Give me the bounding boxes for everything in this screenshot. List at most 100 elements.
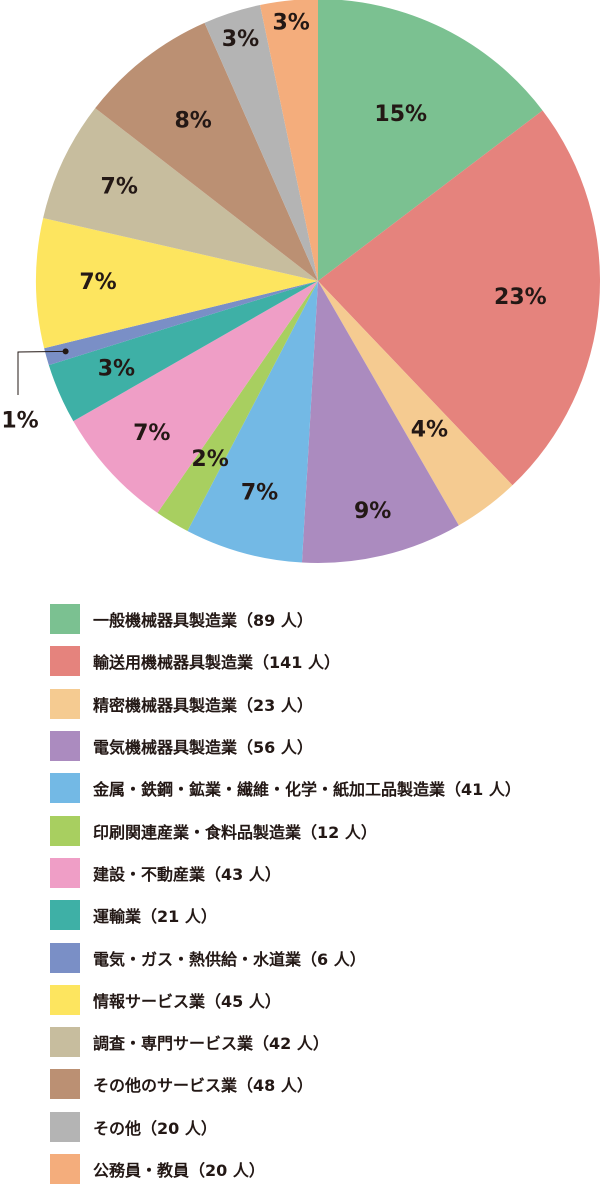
legend-category: その他 — [93, 1118, 142, 1138]
legend-item: 印刷関連産業・食料品製造業（12 人） — [50, 809, 595, 851]
legend-item: その他のサービス業（48 人） — [50, 1063, 595, 1105]
slice-label-2: 23% — [494, 285, 547, 310]
legend-swatch — [50, 1027, 80, 1058]
legend-count: （56 人） — [237, 738, 313, 758]
legend-category: 金属・鉄鋼・鉱業・繊維・化学・紙加工品製造業 — [93, 780, 446, 800]
legend-label: 電気機械器具製造業（56 人） — [93, 734, 313, 758]
legend-swatch — [50, 646, 80, 677]
pie-slice-2 — [318, 110, 600, 486]
pie-slice-8 — [48, 281, 318, 422]
legend-swatch — [50, 984, 80, 1015]
slice-label-9: 1% — [1, 409, 38, 434]
pie-slice-14 — [260, 0, 318, 281]
legend-item: 建設・不動産業（43 人） — [50, 852, 595, 894]
legend-count: （20 人） — [141, 1118, 217, 1138]
legend-label: 印刷関連産業・食料品製造業（12 人） — [93, 819, 377, 843]
legend-count: （21 人） — [141, 907, 217, 927]
legend-swatch — [50, 604, 80, 635]
legend-item: 電気・ガス・熱供給・水道業（6 人） — [50, 936, 595, 978]
legend-item: 公務員・教員（20 人） — [50, 1148, 595, 1190]
legend-count: （20 人） — [189, 1161, 265, 1180]
legend-category: 電気・ガス・熱供給・水道業 — [93, 949, 302, 969]
legend-swatch — [50, 1111, 80, 1142]
pie-slice-3 — [318, 281, 513, 526]
legend-swatch — [50, 731, 80, 762]
legend-label: 情報サービス業（45 人） — [93, 988, 281, 1012]
pie-slice-13 — [204, 5, 318, 282]
pie-slice-10 — [36, 218, 318, 349]
pie-chart: 15% 23% 4% 9% 7% 2% 7% 3% 1% 7% 7% 8% 3% 3% — [1, 0, 600, 563]
slice-label-14: 3% — [273, 10, 310, 35]
slice-label-11: 7% — [101, 174, 138, 199]
slice-label-4: 9% — [354, 499, 391, 524]
pie-slice-7 — [73, 281, 318, 513]
legend-label: 公務員・教員（20 人） — [93, 1157, 265, 1181]
legend-swatch — [50, 1069, 80, 1100]
legend-item: 調査・専門サービス業（42 人） — [50, 1021, 595, 1063]
legend: 一般機械器具製造業（89 人） 輸送用機械器具製造業（141 人） 精密機械器具製造… — [50, 598, 595, 1190]
slice-label-10: 7% — [79, 270, 116, 295]
slice-label-7: 7% — [133, 421, 170, 446]
legend-count: （141 人） — [253, 653, 340, 673]
pie-slice-5 — [187, 281, 318, 563]
legend-count: （6 人） — [301, 949, 366, 969]
pie-slice-11 — [43, 108, 319, 281]
legend-label: 輸送用機械器具製造業（141 人） — [93, 649, 340, 673]
pie-slice-4 — [301, 281, 459, 563]
legend-category: 一般機械器具製造業 — [93, 611, 238, 631]
legend-swatch — [50, 815, 80, 846]
slice-label-12: 8% — [174, 108, 211, 133]
legend-label: 精密機械器具製造業（23 人） — [93, 692, 313, 716]
slice-label-5: 7% — [241, 481, 278, 506]
leader-line — [17, 350, 66, 395]
legend-count: （12 人） — [301, 822, 377, 842]
legend-item: 精密機械器具製造業（23 人） — [50, 683, 595, 725]
legend-category: 電気機械器具製造業 — [93, 738, 238, 758]
slice-label-6: 2% — [191, 447, 228, 472]
legend-count: （48 人） — [237, 1076, 313, 1096]
legend-item: 情報サービス業（45 人） — [50, 979, 595, 1021]
legend-item: 運輸業（21 人） — [50, 894, 595, 936]
legend-category: 情報サービス業 — [93, 991, 206, 1011]
legend-category: 印刷関連産業・食料品製造業 — [93, 822, 302, 842]
legend-count: （43 人） — [205, 864, 281, 884]
slice-label-3: 4% — [411, 418, 448, 443]
legend-category: 運輸業 — [93, 907, 142, 927]
legend-label: 金属・鉄鋼・鉱業・繊維・化学・紙加工品製造業（41 人） — [93, 776, 521, 800]
pie-slice-6 — [157, 281, 318, 531]
legend-item: 金属・鉄鋼・鉱業・繊維・化学・紙加工品製造業（41 人） — [50, 767, 595, 809]
legend-category: その他のサービス業 — [93, 1076, 238, 1096]
legend-swatch — [50, 688, 80, 719]
legend-label: 調査・専門サービス業（42 人） — [93, 1030, 329, 1054]
legend-label: 建設・不動産業（43 人） — [93, 861, 281, 885]
legend-category: 輸送用機械器具製造業 — [93, 653, 254, 673]
legend-count: （89 人） — [237, 611, 313, 631]
legend-item: 電気機械器具製造業（56 人） — [50, 725, 595, 767]
legend-label: その他のサービス業（48 人） — [93, 1072, 313, 1096]
legend-label: 電気・ガス・熱供給・水道業（6 人） — [93, 946, 366, 970]
legend-count: （41 人） — [445, 780, 521, 800]
legend-swatch — [50, 900, 80, 931]
legend-category: 建設・不動産業 — [93, 864, 206, 884]
pie-slice-9 — [44, 281, 318, 366]
legend-count: （45 人） — [205, 991, 281, 1011]
legend-item: その他（20 人） — [50, 1106, 595, 1148]
legend-label: 一般機械器具製造業（89 人） — [93, 607, 313, 631]
legend-category: 調査・専門サービス業 — [93, 1034, 254, 1054]
legend-swatch — [50, 773, 80, 804]
pie-slice-12 — [95, 22, 318, 282]
legend-swatch — [50, 1154, 80, 1184]
legend-category: 精密機械器具製造業 — [93, 695, 238, 715]
legend-item: 一般機械器具製造業（89 人） — [50, 598, 595, 640]
pie-slice-1 — [318, 0, 543, 281]
slice-label-8: 3% — [98, 356, 135, 381]
legend-count: （42 人） — [253, 1034, 329, 1054]
legend-swatch — [50, 857, 80, 888]
slice-label-13: 3% — [222, 27, 259, 52]
legend-swatch — [50, 942, 80, 973]
legend-label: その他（20 人） — [93, 1115, 217, 1139]
legend-item: 輸送用機械器具製造業（141 人） — [50, 640, 595, 682]
legend-category: 公務員・教員 — [93, 1161, 190, 1180]
slice-label-1: 15% — [374, 102, 427, 127]
legend-count: （23 人） — [237, 695, 313, 715]
